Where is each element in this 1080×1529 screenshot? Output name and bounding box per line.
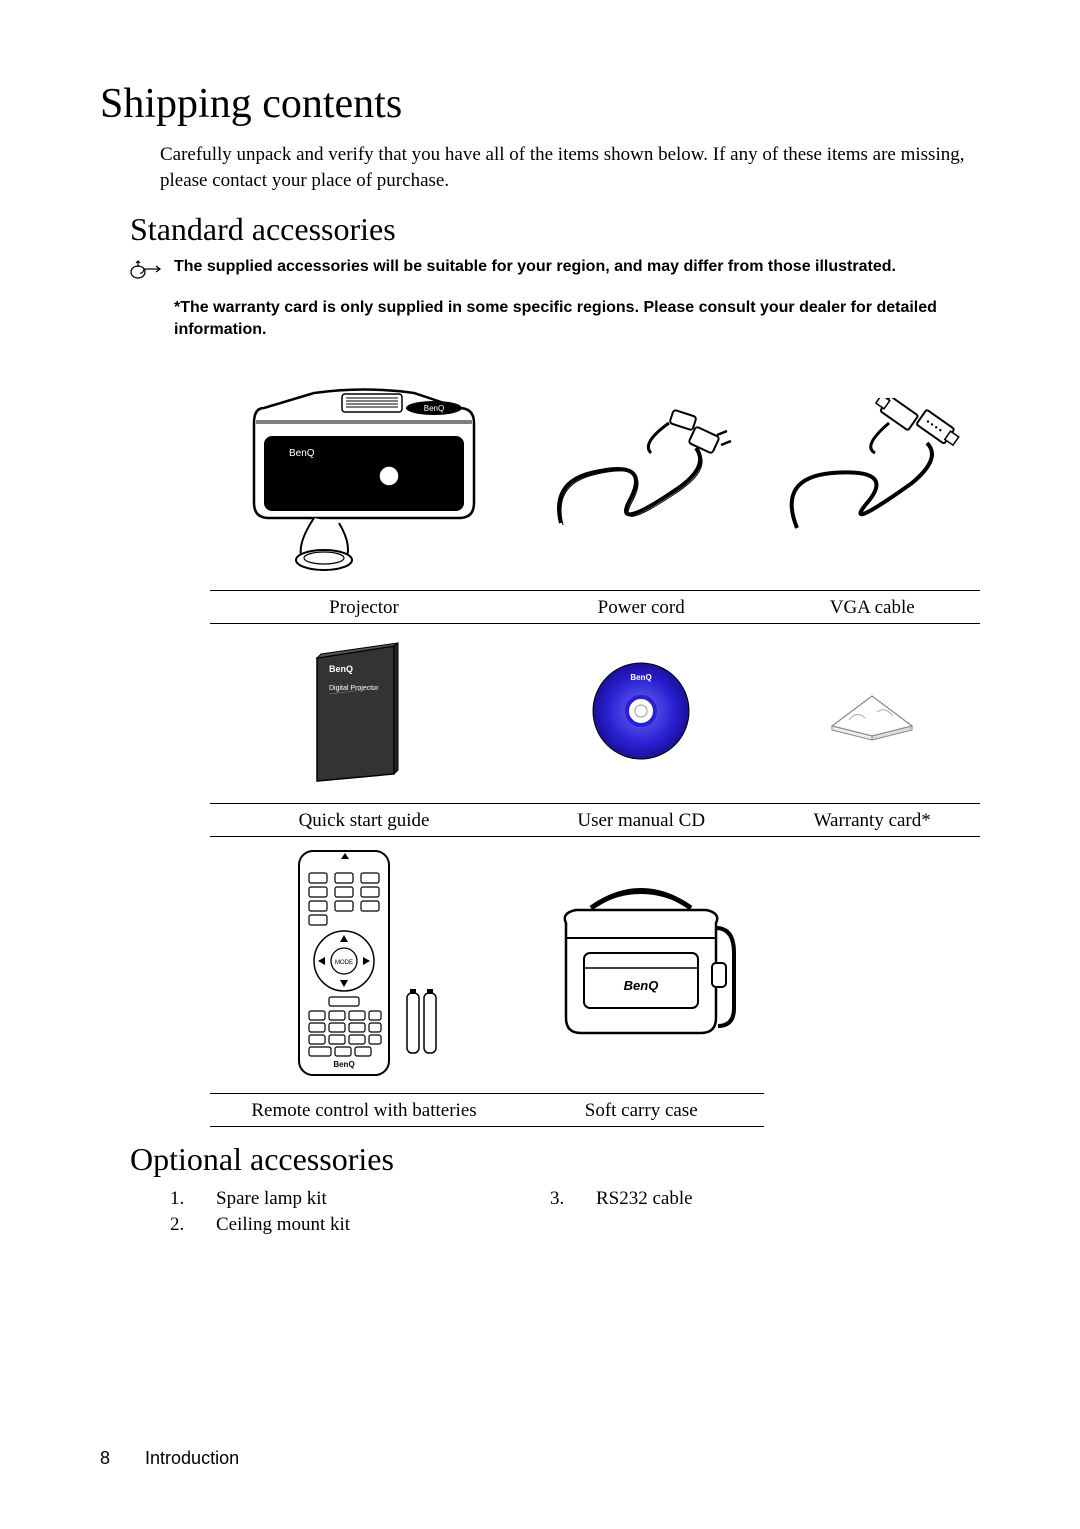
label-warranty: Warranty card* [764, 803, 980, 836]
svg-text:BenQ: BenQ [329, 664, 353, 674]
warranty-image-cell [764, 623, 980, 803]
page-footer: 8 Introduction [100, 1448, 239, 1469]
footer-section-name: Introduction [145, 1448, 239, 1468]
label-projector: Projector [210, 590, 518, 623]
power-cord-icon [541, 403, 741, 549]
list-item: 1. Spare lamp kit [170, 1188, 550, 1210]
page-number: 8 [100, 1448, 110, 1468]
section-optional-heading: Optional accessories [130, 1141, 980, 1178]
item-number: 3. [550, 1188, 572, 1210]
list-item: 3. RS232 cable [550, 1188, 930, 1210]
note-text-2: *The warranty card is only supplied in s… [174, 297, 980, 340]
standard-accessories-table: BenQ BenQ [210, 360, 980, 1127]
pointing-hand-icon [130, 258, 164, 285]
cd-image-cell: BenQ [518, 623, 764, 803]
item-text: Spare lamp kit [216, 1188, 327, 1210]
item-text: Ceiling mount kit [216, 1214, 350, 1236]
note-block: The supplied accessories will be suitabl… [130, 256, 980, 285]
qsg-image-cell: BenQ Digital Projector [210, 623, 518, 803]
note-text-1: The supplied accessories will be suitabl… [174, 256, 896, 278]
label-carrycase: Soft carry case [518, 1093, 764, 1126]
intro-text: Carefully unpack and verify that you hav… [160, 142, 980, 193]
empty-label [764, 1093, 980, 1126]
remote-control-icon: MODE BenQ [279, 843, 449, 1089]
label-cd: User manual CD [518, 803, 764, 836]
soft-carry-case-icon: BenQ [536, 868, 746, 1064]
power-cord-image-cell [518, 360, 764, 590]
section-standard-heading: Standard accessories [130, 211, 980, 248]
label-power-cord: Power cord [518, 590, 764, 623]
svg-text:BenQ: BenQ [333, 1060, 354, 1069]
svg-text:MODE: MODE [335, 960, 353, 966]
vga-cable-icon [777, 398, 967, 554]
svg-text:BenQ: BenQ [424, 404, 444, 413]
item-number: 2. [170, 1214, 192, 1236]
optional-accessories-list: 1. Spare lamp kit 2. Ceiling mount kit 3… [170, 1188, 980, 1240]
page-title: Shipping contents [100, 80, 980, 128]
user-manual-cd-icon: BenQ [586, 656, 696, 772]
projector-icon: BenQ BenQ [234, 368, 494, 584]
projector-image-cell: BenQ BenQ [210, 360, 518, 590]
empty-cell [764, 836, 980, 1093]
vga-cable-image-cell [764, 360, 980, 590]
list-item: 2. Ceiling mount kit [170, 1214, 550, 1236]
label-remote: Remote control with batteries [210, 1093, 518, 1126]
item-number: 1. [170, 1188, 192, 1210]
label-qsg: Quick start guide [210, 803, 518, 836]
label-vga-cable: VGA cable [764, 590, 980, 623]
carrycase-image-cell: BenQ [518, 836, 764, 1093]
svg-text:BenQ: BenQ [631, 673, 652, 682]
remote-image-cell: MODE BenQ [210, 836, 518, 1093]
warranty-card-icon [817, 676, 927, 752]
svg-text:BenQ: BenQ [289, 448, 315, 459]
item-text: RS232 cable [596, 1188, 693, 1210]
svg-text:BenQ: BenQ [624, 978, 659, 993]
quick-start-guide-icon: BenQ Digital Projector [299, 636, 429, 792]
